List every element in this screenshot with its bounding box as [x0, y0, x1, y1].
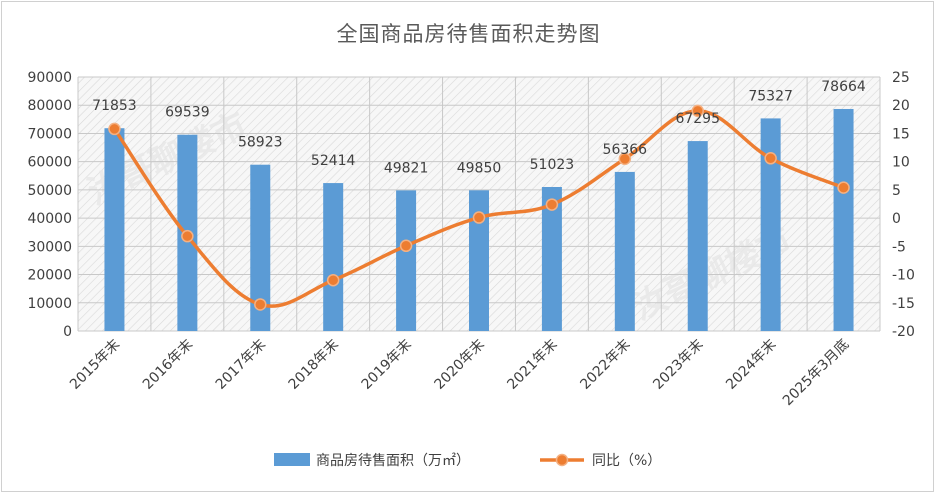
- y-left-tick-label: 70000: [27, 126, 72, 142]
- legend-label-bar: 商品房待售面积（万㎡）: [316, 453, 470, 469]
- x-tick-label: 2022年末: [577, 337, 633, 393]
- line-point: [254, 298, 267, 311]
- y-left-tick-label: 0: [63, 324, 72, 340]
- y-right-tick-label: 15: [892, 126, 910, 142]
- bar-value-label: 58923: [238, 135, 283, 151]
- bar-value-label: 51023: [530, 157, 575, 173]
- y-right-tick-label: 10: [892, 155, 910, 171]
- bar-value-label: 49850: [457, 160, 502, 176]
- bar-value-label: 56366: [603, 142, 648, 158]
- y-left-tick-label: 90000: [27, 70, 72, 86]
- x-tick-label: 2017年末: [213, 337, 269, 393]
- y-right-tick-label: 0: [892, 211, 901, 227]
- bar-value-label: 49821: [384, 160, 429, 176]
- y-left-tick-label: 10000: [27, 296, 72, 312]
- y-left-tick-label: 40000: [27, 211, 72, 227]
- x-tick-label: 2018年末: [286, 337, 342, 393]
- x-tick-label: 2020年末: [432, 337, 488, 393]
- line-point: [326, 273, 340, 287]
- y-left-tick-label: 60000: [27, 155, 72, 171]
- bar: [614, 171, 635, 331]
- legend-swatch-marker: [555, 453, 569, 467]
- y-left-tick-label: 80000: [27, 98, 72, 114]
- bar: [250, 164, 271, 331]
- bar: [396, 190, 417, 331]
- line-point: [618, 152, 632, 166]
- line-point: [181, 229, 194, 243]
- x-tick-label: 2025年3月底: [780, 337, 853, 410]
- x-tick-label: 2023年末: [650, 337, 706, 393]
- bar: [104, 128, 125, 331]
- line-point: [108, 122, 121, 136]
- bar: [541, 187, 562, 331]
- bar-value-label: 67295: [675, 111, 720, 127]
- line-point: [691, 104, 704, 118]
- line-point: [472, 211, 486, 224]
- y-right-tick-label: 5: [892, 183, 901, 199]
- bar: [833, 108, 854, 332]
- x-tick-label: 2016年末: [140, 337, 196, 393]
- bar-value-label: 69539: [165, 105, 210, 121]
- line-point: [837, 181, 850, 194]
- bar: [323, 183, 344, 331]
- y-right-tick-label: -20: [892, 324, 915, 340]
- y-left-tick-label: 20000: [27, 268, 72, 284]
- bar-value-label: 78664: [821, 79, 866, 95]
- line-point: [764, 152, 777, 165]
- y-right-tick-label: 20: [892, 98, 910, 114]
- bar-value-label: 71853: [92, 98, 137, 114]
- line-point: [399, 239, 413, 253]
- bar: [687, 141, 708, 331]
- bar: [469, 190, 489, 331]
- bar-value-label: 52414: [311, 153, 356, 169]
- y-right-tick-label: 25: [892, 70, 910, 86]
- y-right-tick-label: -5: [892, 239, 906, 255]
- y-left-tick-label: 30000: [27, 239, 72, 255]
- x-tick-label: 2024年末: [723, 337, 779, 393]
- bar-value-label: 75327: [748, 88, 793, 104]
- x-tick-label: 2015年末: [67, 337, 123, 393]
- x-tick-label: 2021年末: [504, 337, 560, 393]
- y-right-tick-label: -15: [892, 296, 915, 312]
- legend-label-line: 同比（%）: [592, 453, 661, 469]
- y-right-tick-label: -10: [892, 268, 915, 284]
- chart-title: 全国商品房待售面积走势图: [336, 22, 601, 46]
- y-left-tick-label: 50000: [27, 183, 72, 199]
- x-tick-label: 2019年末: [359, 337, 415, 393]
- line-point: [545, 198, 559, 211]
- legend-swatch-bar: [274, 453, 310, 466]
- bar: [760, 118, 781, 332]
